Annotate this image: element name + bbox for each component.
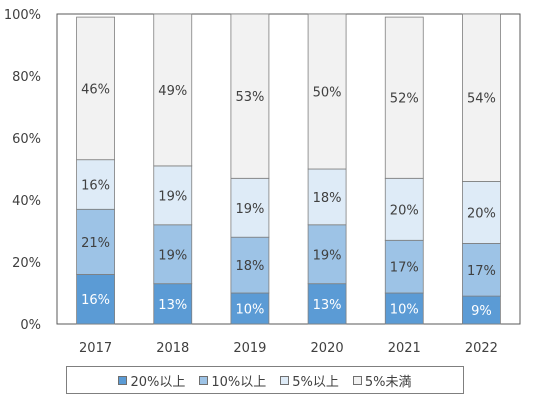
x-tick-label: 2021 xyxy=(388,341,421,356)
x-tick-label: 2019 xyxy=(233,341,266,356)
bar-segment xyxy=(153,283,193,325)
bar-segment xyxy=(153,165,193,226)
legend-item-10-plus: 10%以上 xyxy=(199,371,266,390)
legend-label-under-5: 5%未満 xyxy=(364,374,412,390)
bar-segment xyxy=(384,239,424,294)
bar-segment xyxy=(384,16,424,179)
bar-segment xyxy=(230,177,270,238)
data-label: 20% xyxy=(467,206,496,221)
x-tick-label: 2017 xyxy=(79,341,112,356)
data-label: 17% xyxy=(390,261,419,276)
data-label: 21% xyxy=(81,236,110,251)
legend-item-5-plus: 5%以上 xyxy=(280,371,339,390)
bar-segment xyxy=(384,177,424,241)
data-label: 13% xyxy=(313,298,342,313)
bar-segment xyxy=(307,168,347,226)
legend-label-5-plus: 5%以上 xyxy=(292,374,339,390)
data-label: 19% xyxy=(235,202,264,217)
data-label: 18% xyxy=(313,191,342,206)
bar-segment xyxy=(76,208,115,275)
data-label: 53% xyxy=(235,90,264,105)
data-label: 19% xyxy=(158,189,187,204)
x-tick-label: 2020 xyxy=(311,341,344,356)
bar-segment xyxy=(76,16,115,161)
y-tick-label: 20% xyxy=(12,256,41,271)
data-label: 13% xyxy=(158,298,187,313)
data-label: 18% xyxy=(235,259,264,274)
bar-segment xyxy=(230,13,270,179)
bar-segment xyxy=(76,273,115,325)
data-label: 46% xyxy=(81,82,110,97)
legend-item-20-plus: 20%以上 xyxy=(118,371,185,390)
data-label: 16% xyxy=(81,179,110,194)
y-tick-label: 80% xyxy=(12,70,41,85)
data-label: 10% xyxy=(390,303,419,318)
legend-swatch-5-plus xyxy=(280,375,290,385)
data-label: 52% xyxy=(390,92,419,107)
data-label: 20% xyxy=(390,203,419,218)
x-tick-label: 2018 xyxy=(156,341,189,356)
legend: 20%以上 10%以上 5%以上 5%未満 xyxy=(66,366,464,394)
legend-swatch-under-5 xyxy=(352,375,362,385)
bar-segment xyxy=(153,224,193,285)
bar-segment xyxy=(462,13,501,182)
y-tick-label: 40% xyxy=(12,194,41,209)
bar-segment xyxy=(307,13,347,170)
legend-swatch-10-plus xyxy=(199,375,209,385)
legend-item-under-5: 5%未満 xyxy=(352,371,412,390)
bar-segment xyxy=(230,292,270,325)
data-label: 19% xyxy=(313,248,342,263)
legend-swatch-20-plus xyxy=(118,375,128,385)
legend-label-20-plus: 20%以上 xyxy=(130,374,186,390)
plot-area-border xyxy=(56,13,521,325)
y-tick-label: 60% xyxy=(12,132,41,147)
bar-segment xyxy=(384,292,424,325)
data-label: 9% xyxy=(471,304,492,319)
bar-segment xyxy=(307,283,347,325)
data-label: 16% xyxy=(81,293,110,308)
data-label: 54% xyxy=(467,92,496,107)
bar-segment xyxy=(230,236,270,294)
x-tick-label: 2022 xyxy=(465,341,498,356)
legend-label-10-plus: 10%以上 xyxy=(211,374,267,390)
bar-segment xyxy=(462,180,501,244)
bar-segment xyxy=(462,295,501,325)
bar-segment xyxy=(153,13,193,167)
data-label: 49% xyxy=(158,84,187,99)
y-tick-label: 0% xyxy=(20,318,41,333)
data-label: 10% xyxy=(235,303,264,318)
data-label: 50% xyxy=(313,86,342,101)
y-tick-label: 100% xyxy=(4,8,41,23)
data-label: 19% xyxy=(158,248,187,263)
data-label: 17% xyxy=(467,264,496,279)
